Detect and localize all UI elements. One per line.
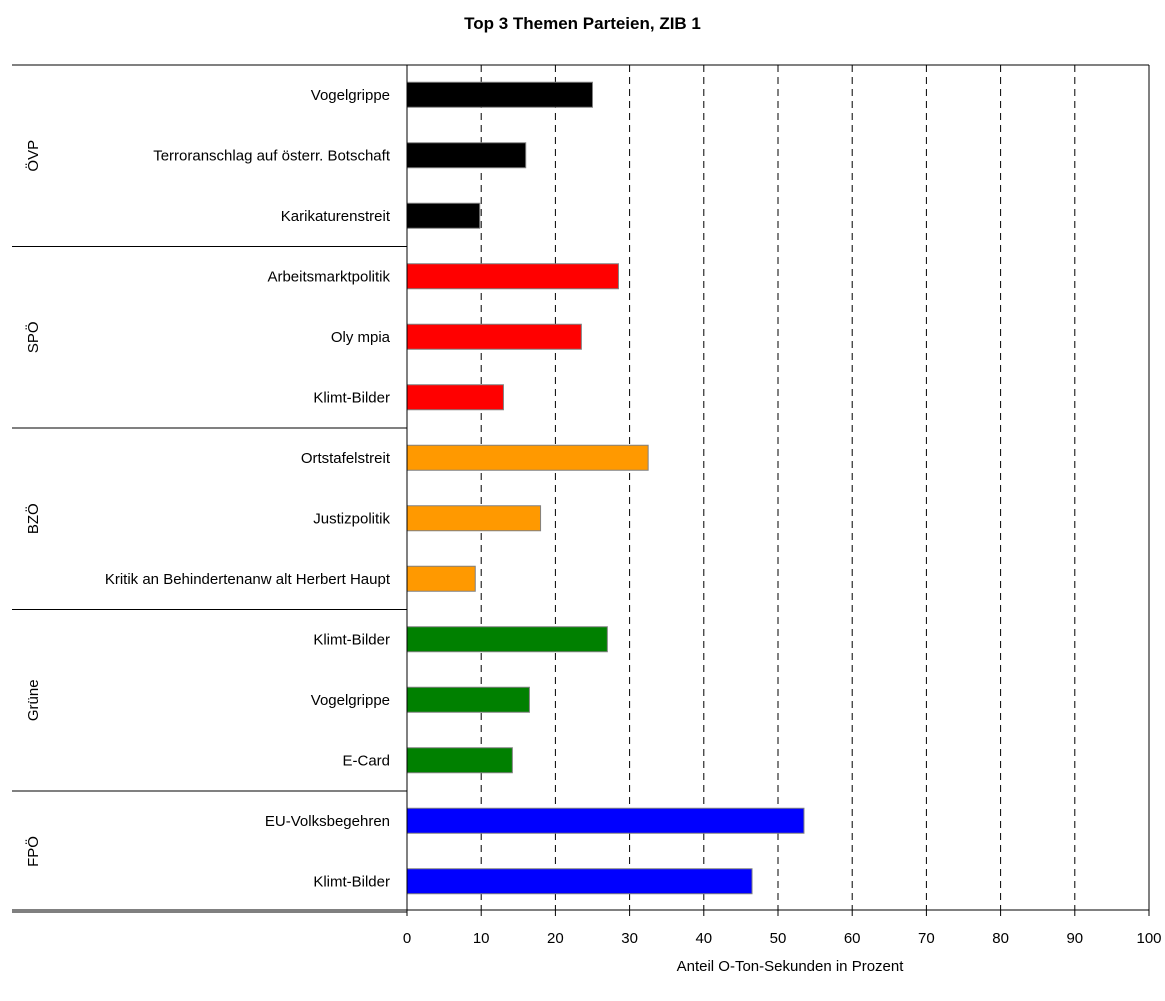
bar xyxy=(406,747,513,774)
group-label: BZÖ xyxy=(24,503,42,534)
bar xyxy=(406,263,619,290)
x-tick-label: 40 xyxy=(695,930,712,947)
category-label: Vogelgrippe xyxy=(311,692,390,709)
category-label: Klimt-Bilder xyxy=(313,631,390,648)
bar xyxy=(406,202,481,229)
category-label: Klimt-Bilder xyxy=(313,873,390,890)
x-tick-label: 20 xyxy=(547,930,564,947)
category-label: Arbeitsmarktpolitik xyxy=(267,268,390,285)
group-label: SPÖ xyxy=(24,321,42,353)
x-tick-label: 90 xyxy=(1066,930,1083,947)
x-tick-label: 100 xyxy=(1136,930,1161,947)
x-tick-label: 50 xyxy=(770,930,787,947)
bar xyxy=(406,626,608,653)
bar xyxy=(406,81,593,108)
x-tick-label: 80 xyxy=(992,930,1009,947)
category-label: EU-Volksbegehren xyxy=(265,813,390,830)
chart-title: Top 3 Themen Parteien, ZIB 1 xyxy=(464,14,701,33)
category-label: Ortstafelstreit xyxy=(301,450,391,467)
category-label: Klimt-Bilder xyxy=(313,389,390,406)
x-tick-label: 10 xyxy=(473,930,490,947)
x-tick-label: 30 xyxy=(621,930,638,947)
category-label: Justizpolitik xyxy=(313,510,390,527)
bar xyxy=(406,868,753,895)
bar xyxy=(406,142,527,169)
bar xyxy=(406,565,476,592)
category-label: E-Card xyxy=(342,752,390,769)
bar xyxy=(406,444,649,471)
category-label: Oly mpia xyxy=(331,329,391,346)
group-label: ÖVP xyxy=(24,140,42,172)
bar xyxy=(406,505,542,532)
x-axis-label: Anteil O-Ton-Sekunden in Prozent xyxy=(676,958,904,975)
bar xyxy=(406,807,805,834)
x-tick-label: 0 xyxy=(403,930,411,947)
bar xyxy=(406,323,582,350)
x-tick-label: 70 xyxy=(918,930,935,947)
bar xyxy=(406,686,530,713)
category-label: Karikaturenstreit xyxy=(281,208,391,225)
group-label: FPÖ xyxy=(24,836,42,867)
bar xyxy=(406,384,504,411)
category-label: Vogelgrippe xyxy=(311,87,390,104)
category-label: Kritik an Behindertenanw alt Herbert Hau… xyxy=(105,571,391,588)
x-tick-label: 60 xyxy=(844,930,861,947)
group-label: Grüne xyxy=(25,679,42,721)
category-label: Terroranschlag auf österr. Botschaft xyxy=(153,147,391,164)
